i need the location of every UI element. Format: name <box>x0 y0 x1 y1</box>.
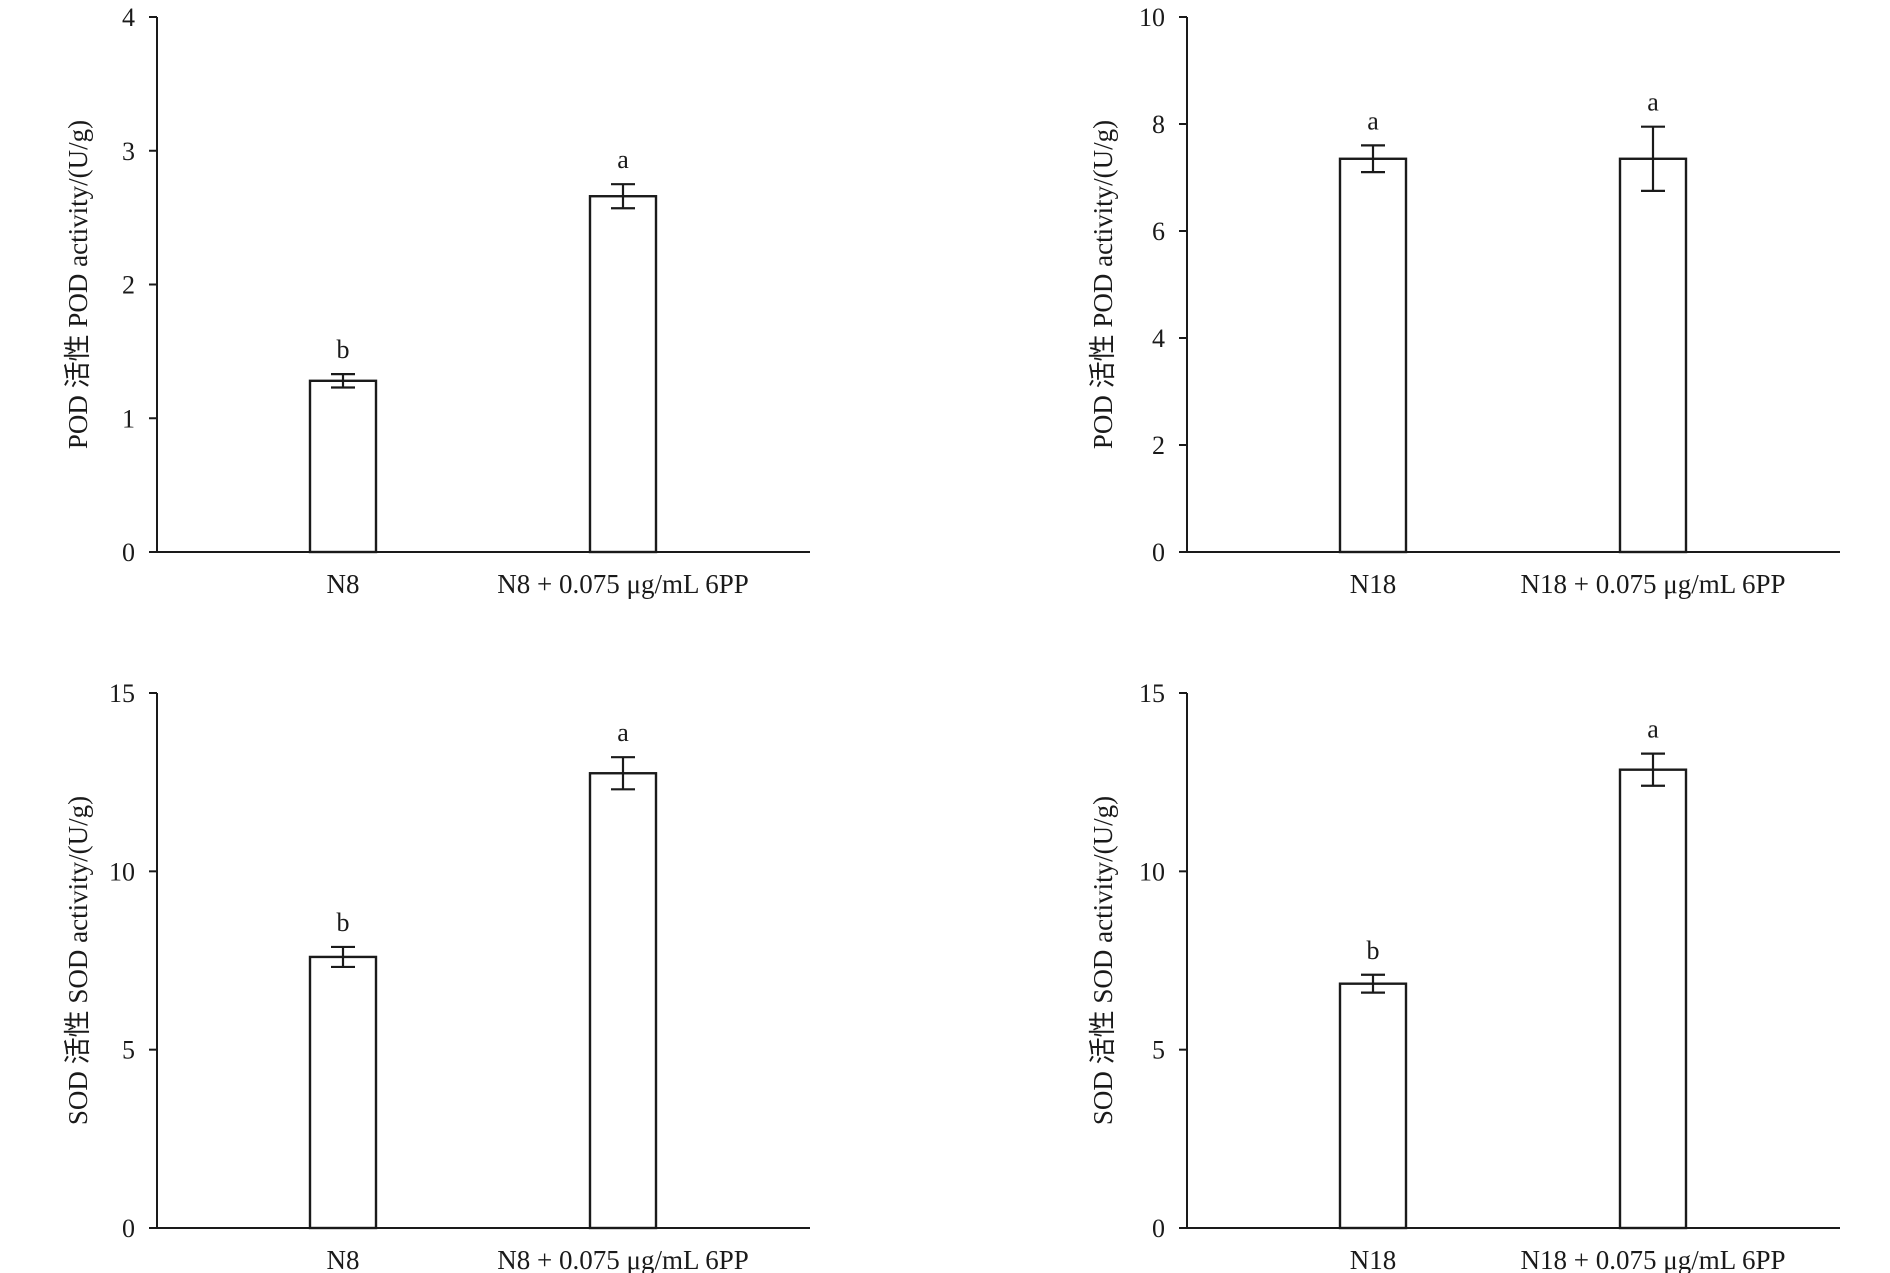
bar <box>1618 157 1688 554</box>
y-tick-label: 10 <box>109 857 135 886</box>
bar <box>1338 157 1408 554</box>
x-category-label: N8 + 0.075 μg/mL 6PP <box>497 569 748 599</box>
y-tick-label: 0 <box>122 538 135 567</box>
significance-label: a <box>617 145 629 174</box>
y-tick-label: 5 <box>1152 1036 1165 1065</box>
chart-panel-pod-n8: 0 1 2 3 4 POD 活性 POD activity/(U/g) b N8 a N8 + 0… <box>63 3 810 599</box>
x-category-label: N18 <box>1350 569 1397 599</box>
bar <box>588 772 658 1230</box>
y-axis-title: SOD 活性 SOD activity/(U/g) <box>1088 796 1118 1125</box>
y-tick-label: 8 <box>1152 110 1165 139</box>
y-tick-label: 2 <box>122 271 135 300</box>
x-category-label: N18 <box>1350 1245 1397 1273</box>
bar <box>308 955 378 1230</box>
x-category-label: N8 <box>327 569 360 599</box>
y-tick-label: 4 <box>122 3 135 32</box>
x-category-label: N18 + 0.075 μg/mL 6PP <box>1521 1245 1786 1273</box>
chart-panel-pod-n18: 0 2 4 6 8 10 POD 活性 POD activity/(U/g) a N18 a N18… <box>1088 3 1840 599</box>
y-axis-title: POD 活性 POD activity/(U/g) <box>1088 120 1118 449</box>
significance-label: b <box>337 908 350 937</box>
x-category-label: N8 <box>327 1245 360 1273</box>
significance-label: b <box>337 335 350 364</box>
bar <box>588 195 658 554</box>
bar <box>1338 982 1408 1230</box>
y-tick-label: 3 <box>122 137 135 166</box>
y-tick-label: 0 <box>1152 1214 1165 1243</box>
significance-label: a <box>1647 715 1659 744</box>
y-tick-label: 15 <box>1139 679 1165 708</box>
y-tick-label: 15 <box>109 679 135 708</box>
y-axis-title: POD 活性 POD activity/(U/g) <box>63 120 93 449</box>
y-tick-label: 6 <box>1152 217 1165 246</box>
x-category-label: N8 + 0.075 μg/mL 6PP <box>497 1245 748 1273</box>
bar <box>308 379 378 554</box>
chart-panel-sod-n8: 0 5 10 15 SOD 活性 SOD activity/(U/g) b N8 a N8 + … <box>63 679 810 1273</box>
significance-label: a <box>1367 106 1379 135</box>
x-category-label: N18 + 0.075 μg/mL 6PP <box>1521 569 1786 599</box>
bar <box>1618 768 1688 1230</box>
significance-label: a <box>1647 88 1659 117</box>
significance-label: b <box>1367 936 1380 965</box>
y-tick-label: 5 <box>122 1036 135 1065</box>
y-tick-label: 2 <box>1152 431 1165 460</box>
y-tick-label: 0 <box>122 1214 135 1243</box>
y-tick-label: 0 <box>1152 538 1165 567</box>
y-tick-label: 1 <box>122 404 135 433</box>
y-tick-label: 4 <box>1152 324 1165 353</box>
significance-label: a <box>617 718 629 747</box>
y-tick-label: 10 <box>1139 857 1165 886</box>
chart-panel-sod-n18: 0 5 10 15 SOD 活性 SOD activity/(U/g) b N18 a N18 … <box>1088 679 1840 1273</box>
y-tick-label: 10 <box>1139 3 1165 32</box>
y-axis-title: SOD 活性 SOD activity/(U/g) <box>63 796 93 1125</box>
